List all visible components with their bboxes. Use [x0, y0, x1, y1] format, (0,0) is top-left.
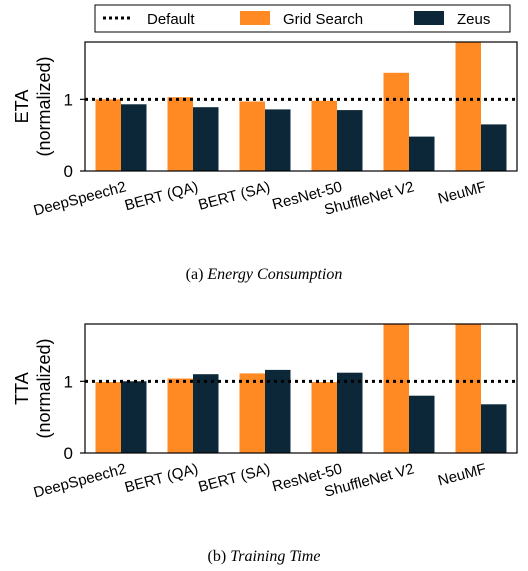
bar-zeus-bert-sa-	[265, 109, 291, 171]
plot-frame	[84, 41, 518, 172]
legend-zeus-label: Zeus	[457, 11, 490, 28]
bar-grid-search-bert-qa-	[167, 97, 193, 171]
bar-grid-search-resnet-50	[311, 100, 337, 171]
legend-zeus-swatch	[414, 11, 444, 25]
legend-grid-search-label: Grid Search	[283, 11, 363, 28]
bar-zeus-neumf	[481, 124, 507, 171]
bar-grid-search-shufflenet-v2	[383, 324, 409, 453]
legend: Default Grid Search Zeus	[94, 4, 511, 33]
x-tick-label: DeepSpeech2	[32, 460, 128, 501]
y-tick-label: 0	[64, 162, 73, 181]
x-tick-label: NeuMF	[436, 460, 488, 489]
bar-zeus-bert-qa-	[193, 374, 219, 453]
bar-grid-search-resnet-50	[311, 382, 337, 453]
bar-zeus-shufflenet-v2	[409, 136, 435, 171]
caption-energy: (a) Energy Consumption	[0, 266, 528, 284]
bar-grid-search-bert-sa-	[239, 101, 265, 171]
x-tick-label: BERT (QA)	[123, 178, 200, 214]
bar-zeus-resnet-50	[337, 110, 363, 171]
y-axis-label-line2: (normalized)	[34, 56, 54, 156]
y-axis-label-line1: TTA	[12, 372, 32, 405]
caption-training: (b) Training Time	[0, 548, 528, 566]
x-tick-label: NeuMF	[436, 178, 488, 207]
caption-energy-prefix: (a)	[185, 266, 208, 283]
bar-grid-search-deepspeech2	[95, 99, 121, 171]
bar-zeus-deepspeech2	[121, 381, 147, 453]
bar-grid-search-bert-qa-	[167, 378, 193, 453]
bar-grid-search-deepspeech2	[95, 382, 121, 453]
y-tick-label: 1	[64, 90, 73, 109]
bar-zeus-shufflenet-v2	[409, 395, 435, 453]
y-tick-label: 0	[64, 444, 73, 463]
y-tick-label: 1	[64, 372, 73, 391]
bar-zeus-bert-sa-	[265, 369, 291, 453]
bar-grid-search-shufflenet-v2	[383, 72, 409, 171]
caption-energy-text: Energy Consumption	[207, 266, 343, 283]
x-tick-label: DeepSpeech2	[32, 178, 128, 219]
caption-training-text: Training Time	[230, 548, 321, 565]
legend-default-label: Default	[147, 11, 195, 28]
bar-zeus-deepspeech2	[121, 104, 147, 171]
bar-grid-search-neumf	[455, 42, 481, 171]
x-tick-label: BERT (SA)	[197, 460, 273, 495]
plot-frame	[84, 323, 518, 454]
y-axis-label-line2: (normalized)	[34, 338, 54, 438]
y-axis-label-line1: ETA	[12, 90, 32, 124]
bar-grid-search-bert-sa-	[239, 373, 265, 453]
legend-grid-search-swatch	[240, 11, 270, 25]
caption-training-prefix: (b)	[207, 548, 231, 565]
x-tick-label: BERT (SA)	[197, 178, 273, 213]
x-tick-label: BERT (QA)	[123, 460, 200, 496]
bar-zeus-neumf	[481, 404, 507, 453]
bar-grid-search-neumf	[455, 324, 481, 453]
bar-zeus-resnet-50	[337, 372, 363, 453]
bar-zeus-bert-qa-	[193, 107, 219, 171]
